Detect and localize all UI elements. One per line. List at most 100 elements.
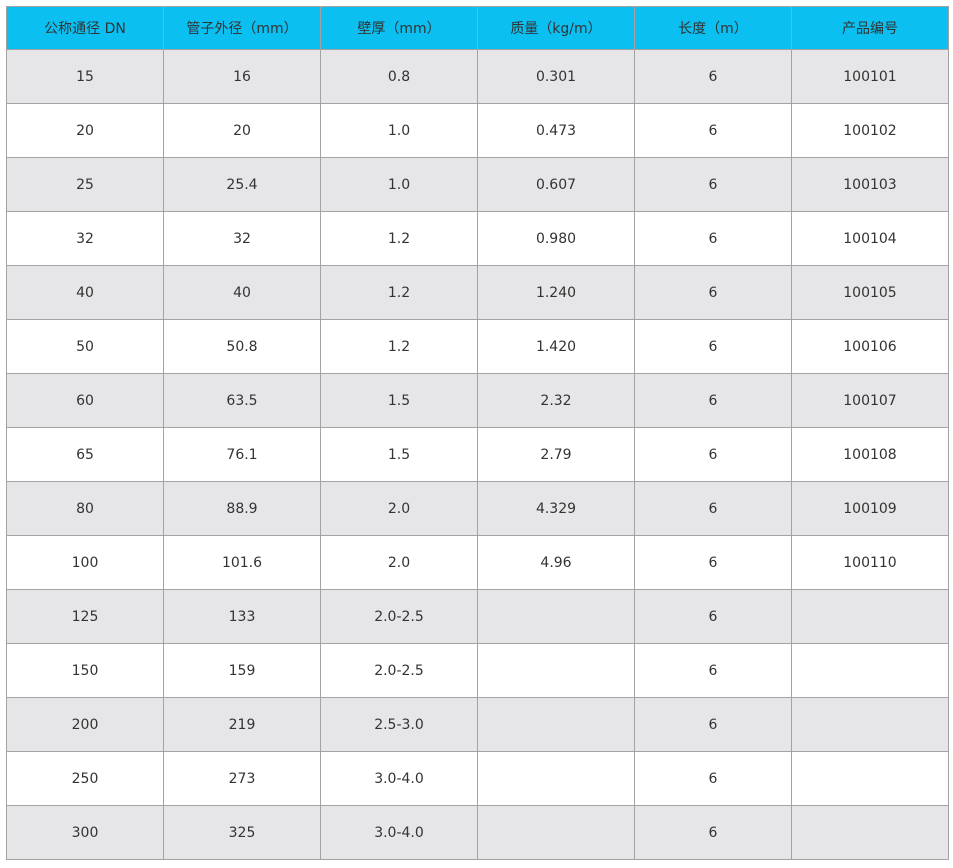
table-cell: 273 (163, 751, 321, 806)
table-cell: 6 (634, 427, 792, 482)
table-cell: 0.8 (320, 49, 478, 104)
table-cell: 6 (634, 697, 792, 752)
table-cell: 0.980 (477, 211, 635, 266)
table-row: 15 16 0.8 0.301 6 100101 (6, 49, 949, 104)
table-cell: 1.2 (320, 211, 478, 266)
table-cell: 1.5 (320, 427, 478, 482)
table-row: 40 40 1.2 1.240 6 100105 (6, 265, 949, 320)
table-cell: 100106 (791, 319, 949, 374)
table-cell: 100107 (791, 373, 949, 428)
table-cell: 4.96 (477, 535, 635, 590)
table-row: 250 273 3.0-4.0 6 (6, 751, 949, 806)
table-cell: 6 (634, 751, 792, 806)
table-cell: 25 (6, 157, 164, 212)
table-cell (791, 643, 949, 698)
table-cell: 100110 (791, 535, 949, 590)
table-row: 65 76.1 1.5 2.79 6 100108 (6, 427, 949, 482)
table-cell: 0.473 (477, 103, 635, 158)
table-cell: 16 (163, 49, 321, 104)
table-cell: 219 (163, 697, 321, 752)
column-header: 质量（kg/m） (477, 6, 635, 50)
column-header: 长度（m） (634, 6, 792, 50)
table-row: 200 219 2.5-3.0 6 (6, 697, 949, 752)
table-cell (791, 751, 949, 806)
table-cell: 25.4 (163, 157, 321, 212)
table-cell: 2.79 (477, 427, 635, 482)
table-cell (791, 805, 949, 860)
column-header: 管子外径（mm） (163, 6, 321, 50)
table-cell (477, 697, 635, 752)
table-cell: 6 (634, 49, 792, 104)
pipe-spec-table: 公称通径 DN 管子外径（mm） 壁厚（mm） 质量（kg/m） 长度（m） 产品编号 1… (6, 6, 949, 860)
table-cell: 1.2 (320, 319, 478, 374)
table-cell: 3.0-4.0 (320, 751, 478, 806)
table-cell: 133 (163, 589, 321, 644)
table-cell: 100103 (791, 157, 949, 212)
table-cell: 1.0 (320, 103, 478, 158)
table-cell (477, 643, 635, 698)
table-cell: 100101 (791, 49, 949, 104)
table-cell: 20 (6, 103, 164, 158)
table-row: 50 50.8 1.2 1.420 6 100106 (6, 319, 949, 374)
table-cell (477, 589, 635, 644)
table-cell: 6 (634, 211, 792, 266)
table-cell: 3.0-4.0 (320, 805, 478, 860)
table-cell: 2.5-3.0 (320, 697, 478, 752)
table-row: 150 159 2.0-2.5 6 (6, 643, 949, 698)
table-row: 80 88.9 2.0 4.329 6 100109 (6, 481, 949, 536)
table-cell: 1.420 (477, 319, 635, 374)
table-cell: 88.9 (163, 481, 321, 536)
table-row: 25 25.4 1.0 0.607 6 100103 (6, 157, 949, 212)
table-cell: 159 (163, 643, 321, 698)
table-cell: 200 (6, 697, 164, 752)
table-cell: 40 (6, 265, 164, 320)
column-header: 公称通径 DN (6, 6, 164, 50)
table-cell: 150 (6, 643, 164, 698)
table-row: 20 20 1.0 0.473 6 100102 (6, 103, 949, 158)
table-cell: 50.8 (163, 319, 321, 374)
table-cell: 4.329 (477, 481, 635, 536)
table-cell: 80 (6, 481, 164, 536)
table-cell: 40 (163, 265, 321, 320)
table-cell: 101.6 (163, 535, 321, 590)
table-cell: 250 (6, 751, 164, 806)
table-cell: 0.301 (477, 49, 635, 104)
table-cell: 1.5 (320, 373, 478, 428)
table-cell: 6 (634, 157, 792, 212)
table-cell: 32 (163, 211, 321, 266)
table-cell: 6 (634, 805, 792, 860)
table-cell: 63.5 (163, 373, 321, 428)
table-cell: 100 (6, 535, 164, 590)
column-header: 壁厚（mm） (320, 6, 478, 50)
table-cell: 0.607 (477, 157, 635, 212)
table-cell: 2.0 (320, 481, 478, 536)
table-cell: 6 (634, 589, 792, 644)
table-cell (791, 589, 949, 644)
table-row: 125 133 2.0-2.5 6 (6, 589, 949, 644)
table-row: 100 101.6 2.0 4.96 6 100110 (6, 535, 949, 590)
column-header: 产品编号 (791, 6, 949, 50)
table-cell: 1.2 (320, 265, 478, 320)
table-cell: 60 (6, 373, 164, 428)
table-cell: 100109 (791, 481, 949, 536)
table-cell: 32 (6, 211, 164, 266)
table-row: 300 325 3.0-4.0 6 (6, 805, 949, 860)
table-cell (791, 697, 949, 752)
table-cell: 100108 (791, 427, 949, 482)
table-cell: 300 (6, 805, 164, 860)
table-cell: 100104 (791, 211, 949, 266)
table-cell: 125 (6, 589, 164, 644)
table-cell: 50 (6, 319, 164, 374)
table-cell: 6 (634, 643, 792, 698)
table-cell: 100105 (791, 265, 949, 320)
table-cell: 65 (6, 427, 164, 482)
table-cell: 15 (6, 49, 164, 104)
header-row: 公称通径 DN 管子外径（mm） 壁厚（mm） 质量（kg/m） 长度（m） 产品编号 (6, 6, 949, 50)
table-cell: 2.0-2.5 (320, 589, 478, 644)
table-cell: 1.240 (477, 265, 635, 320)
table-cell: 325 (163, 805, 321, 860)
table-row: 60 63.5 1.5 2.32 6 100107 (6, 373, 949, 428)
table-cell: 6 (634, 373, 792, 428)
table-cell: 2.32 (477, 373, 635, 428)
table-cell: 6 (634, 535, 792, 590)
